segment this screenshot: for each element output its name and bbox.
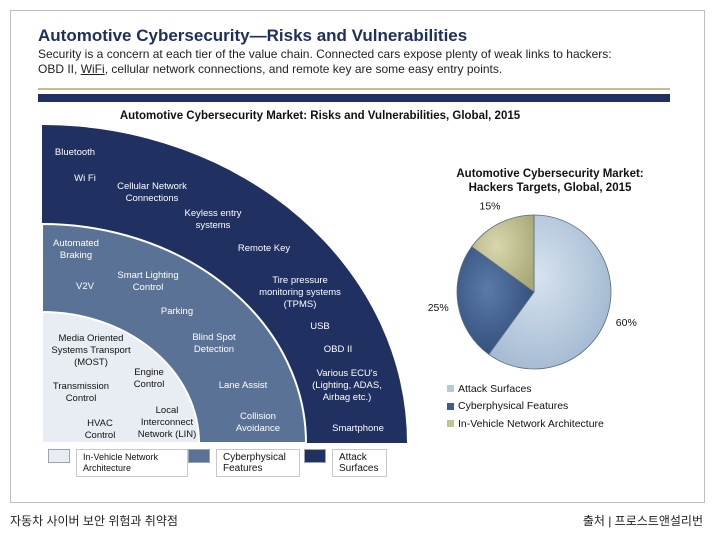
label-wifi: Wi Fi <box>74 173 96 184</box>
pie-slice-attack-surfaces <box>488 214 612 370</box>
label-engine: Engine Control <box>134 367 165 390</box>
legend-swatch-attack <box>304 449 326 463</box>
label-lin: Local Interconnect Network (LIN) <box>138 405 197 440</box>
in-vehicle-band <box>41 310 201 444</box>
label-parking: Parking <box>161 306 193 317</box>
pie-legend-item: In-Vehicle Network Architecture <box>447 415 604 433</box>
label-transmission: Transmission Control <box>53 381 109 404</box>
legend-in-vehicle: In-Vehicle Network Architecture <box>48 449 188 477</box>
pie-title-line-1: Automotive Cybersecurity Market: <box>456 168 644 180</box>
label-blind-spot: Blind Spot Detection <box>192 332 236 355</box>
footer-caption: 자동차 사이버 보안 위험과 취약점 <box>10 514 178 528</box>
label-most: Media Oriented Systems Transport (MOST) <box>51 333 131 368</box>
legend-swatch-in-vehicle <box>48 449 70 463</box>
label-hvac: HVAC Control <box>85 418 116 441</box>
pie-legend-label-invehicle: In-Vehicle Network Architecture <box>458 417 604 430</box>
label-ecu: Various ECU's (Lighting, ADAS, Airbag etc.… <box>312 368 382 403</box>
page-subtitle: Security is a concern at each tier of th… <box>38 47 668 77</box>
page-title: Automotive Cybersecurity—Risks and Vulne… <box>38 26 468 45</box>
footer-source: 출처 | 프로스트앤설리번 <box>582 514 703 528</box>
pie-title: Automotive Cybersecurity Market: Hackers… <box>430 167 670 195</box>
legend-label-cyberphysical: Cyberphysical Features <box>216 449 300 477</box>
pie-legend-swatch-invehicle <box>447 420 454 428</box>
label-usb: USB <box>310 321 330 332</box>
pie-title-line-2: Hackers Targets, Global, 2015 <box>468 182 632 194</box>
pie-label-attack-surfaces: 60% <box>616 317 637 329</box>
subtitle-wifi-link[interactable]: WiFi <box>80 62 105 76</box>
label-tpms: Tire pressure monitoring systems (TPMS) <box>259 275 341 310</box>
pie-legend-swatch-cyber <box>447 402 454 410</box>
pie-label-cyberphysical: 25% <box>428 302 449 314</box>
pie-legend-label-cyber: Cyberphysical Features <box>458 400 569 413</box>
label-smart-lighting: Smart Lighting Control <box>117 270 178 293</box>
label-smartphone: Smartphone <box>332 423 384 434</box>
label-lane-assist: Lane Assist <box>219 380 268 391</box>
legend-cyberphysical: Cyberphysical Features <box>188 449 300 477</box>
label-remote-key: Remote Key <box>238 243 291 254</box>
label-bluetooth: Bluetooth <box>55 147 95 158</box>
label-cellular: Cellular Network Connections <box>117 181 187 204</box>
arc-chart-title: Automotive Cybersecurity Market: Risks a… <box>119 110 521 122</box>
label-collision: Collision Avoidance <box>236 411 280 434</box>
subtitle-line-2-pre: OBD II, <box>38 62 81 76</box>
subtitle-line-1: Security is a concern at each tier of th… <box>38 47 612 61</box>
pie-legend-item: Cyberphysical Features <box>447 398 604 416</box>
legend-attack: Attack Surfaces <box>304 449 387 477</box>
legend-swatch-cyberphysical <box>188 449 210 463</box>
pie-slice-cyberphysical <box>456 246 535 355</box>
label-keyless: Keyless entry systems <box>184 208 241 231</box>
legend-label-attack: Attack Surfaces <box>332 449 387 477</box>
pie-legend-item: Attack Surfaces <box>447 380 604 398</box>
pie-legend-label-attack: Attack Surfaces <box>458 382 532 395</box>
subtitle-line-2-post: , cellular network connections, and remo… <box>104 62 503 76</box>
pie-label-in-vehicle: 15% <box>479 201 500 213</box>
label-v2v: V2V <box>76 281 95 292</box>
label-obd: OBD II <box>324 344 353 355</box>
label-automated-braking: Automated Braking <box>53 238 99 261</box>
divider-navy <box>38 94 670 102</box>
divider-gold <box>38 88 670 90</box>
pie-legend-swatch-attack <box>447 385 454 393</box>
legend-label-in-vehicle: In-Vehicle Network Architecture <box>76 449 188 477</box>
pie-legend: Attack Surfaces Cyberphysical Features I… <box>447 380 604 433</box>
pie-slice-in-vehicle <box>471 214 535 293</box>
